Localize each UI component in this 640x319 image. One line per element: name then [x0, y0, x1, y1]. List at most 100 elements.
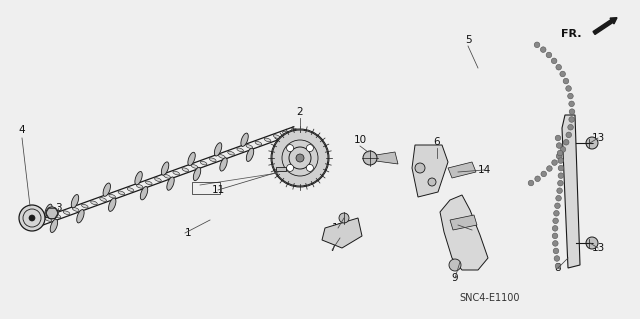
Circle shape	[552, 160, 557, 165]
Ellipse shape	[219, 155, 225, 158]
Circle shape	[558, 165, 564, 171]
Ellipse shape	[71, 195, 79, 208]
Circle shape	[556, 143, 562, 148]
Ellipse shape	[63, 211, 70, 215]
Circle shape	[363, 151, 377, 165]
Polygon shape	[412, 145, 448, 197]
Bar	[192, 182, 220, 194]
Ellipse shape	[81, 204, 88, 208]
Circle shape	[560, 71, 566, 77]
Text: 13: 13	[591, 133, 605, 143]
Ellipse shape	[91, 201, 97, 205]
Circle shape	[534, 42, 540, 48]
Ellipse shape	[255, 141, 262, 145]
Ellipse shape	[209, 158, 216, 162]
Circle shape	[553, 248, 559, 254]
Circle shape	[552, 233, 558, 239]
Circle shape	[558, 158, 563, 163]
Circle shape	[449, 259, 461, 271]
Text: FR.: FR.	[561, 29, 582, 39]
Circle shape	[551, 58, 557, 64]
Ellipse shape	[77, 210, 84, 223]
Text: 12: 12	[332, 223, 344, 233]
Text: 13: 13	[591, 243, 605, 253]
Circle shape	[307, 145, 314, 152]
Ellipse shape	[273, 135, 280, 138]
Polygon shape	[448, 162, 476, 178]
Ellipse shape	[164, 174, 170, 178]
Ellipse shape	[140, 187, 148, 200]
Ellipse shape	[237, 148, 243, 152]
Text: 10: 10	[353, 135, 367, 145]
FancyBboxPatch shape	[276, 167, 286, 171]
Circle shape	[552, 226, 558, 231]
Circle shape	[556, 135, 561, 141]
Ellipse shape	[50, 219, 58, 233]
Circle shape	[566, 132, 572, 138]
Ellipse shape	[45, 218, 52, 221]
Ellipse shape	[103, 183, 111, 196]
Ellipse shape	[72, 208, 79, 211]
Circle shape	[307, 164, 314, 171]
Polygon shape	[440, 195, 488, 270]
Text: 8: 8	[555, 263, 561, 273]
Ellipse shape	[27, 224, 33, 228]
Text: 11: 11	[211, 185, 225, 195]
Polygon shape	[562, 115, 580, 268]
Circle shape	[296, 154, 304, 162]
Text: 14: 14	[465, 225, 479, 235]
Circle shape	[546, 52, 552, 58]
Ellipse shape	[246, 145, 253, 148]
Circle shape	[556, 196, 561, 201]
Text: SNC4-E1100: SNC4-E1100	[460, 293, 520, 303]
FancyArrow shape	[593, 18, 617, 34]
Circle shape	[552, 241, 558, 246]
Ellipse shape	[246, 148, 253, 161]
Circle shape	[557, 188, 563, 194]
Circle shape	[556, 263, 561, 269]
Circle shape	[560, 147, 566, 152]
Text: 4: 4	[19, 125, 26, 135]
Ellipse shape	[135, 172, 142, 185]
Circle shape	[586, 137, 598, 149]
Ellipse shape	[228, 151, 234, 155]
Polygon shape	[322, 218, 362, 248]
Circle shape	[557, 180, 563, 186]
Text: 14: 14	[477, 165, 491, 175]
Circle shape	[287, 145, 294, 152]
Circle shape	[547, 166, 552, 171]
Text: 2: 2	[297, 107, 303, 117]
Ellipse shape	[173, 171, 180, 175]
Ellipse shape	[200, 161, 207, 165]
Circle shape	[415, 163, 425, 173]
Text: 7: 7	[329, 243, 335, 253]
Ellipse shape	[191, 165, 198, 168]
Ellipse shape	[161, 162, 169, 175]
Ellipse shape	[188, 152, 195, 166]
Ellipse shape	[292, 128, 298, 132]
Circle shape	[19, 205, 45, 231]
Ellipse shape	[145, 181, 152, 185]
Circle shape	[287, 164, 294, 171]
Ellipse shape	[45, 204, 52, 218]
Ellipse shape	[155, 178, 161, 182]
Circle shape	[554, 211, 559, 216]
Circle shape	[557, 150, 563, 156]
Circle shape	[556, 153, 562, 159]
Polygon shape	[376, 152, 398, 164]
Ellipse shape	[167, 177, 174, 190]
Circle shape	[563, 78, 569, 84]
Circle shape	[556, 64, 561, 70]
Circle shape	[553, 218, 559, 224]
Circle shape	[271, 129, 329, 187]
Circle shape	[558, 173, 564, 178]
Circle shape	[555, 203, 560, 209]
Polygon shape	[450, 215, 477, 230]
Ellipse shape	[118, 191, 125, 195]
Text: 1: 1	[185, 228, 191, 238]
Circle shape	[566, 86, 572, 91]
Circle shape	[569, 109, 575, 115]
Circle shape	[563, 139, 569, 145]
Ellipse shape	[193, 167, 201, 181]
Circle shape	[569, 101, 574, 107]
